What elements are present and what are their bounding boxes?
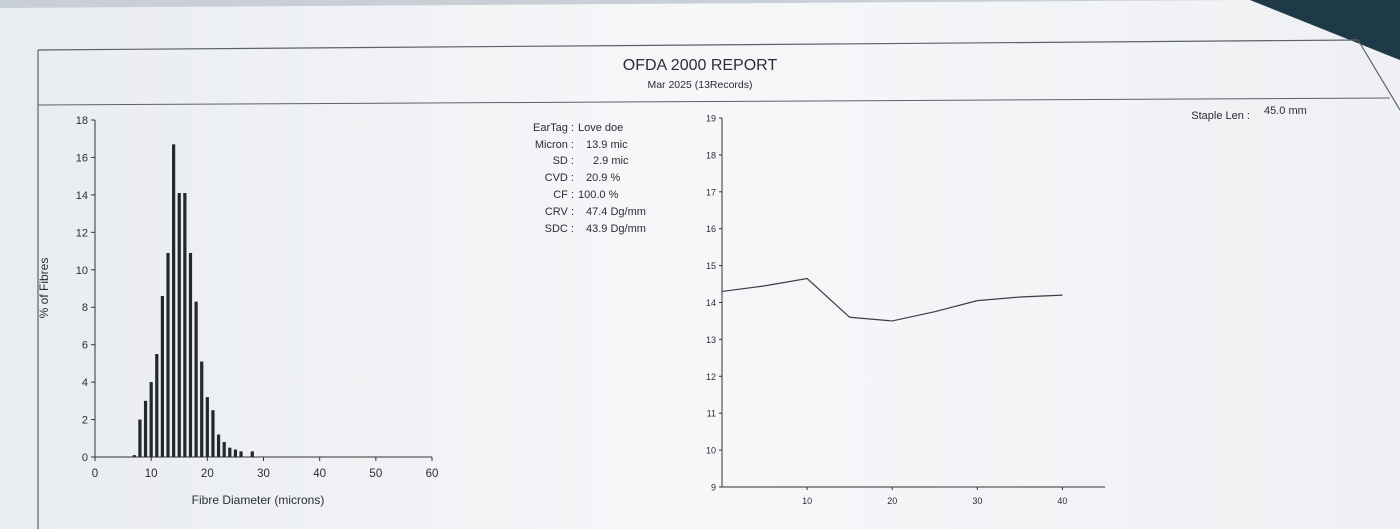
- stat-label: SDC :: [545, 223, 574, 235]
- histogram-y-tick-label: 6: [82, 340, 88, 352]
- histogram-y-tick-label: 14: [76, 190, 88, 202]
- report-title: OFDA 2000 REPORT: [623, 57, 778, 74]
- stat-row: CRV : 47.4 Dg/mm: [545, 206, 646, 218]
- histogram-y-tick-label: 16: [76, 152, 88, 164]
- histogram-bar: [143, 400, 148, 457]
- histogram-y-tick-label: 10: [76, 265, 88, 277]
- report-subtitle: Mar 2025 (13Records): [647, 79, 752, 91]
- profile-y-tick-label: 16: [706, 224, 716, 234]
- histogram-bar: [160, 295, 164, 457]
- stat-row: EarTag : Love doe: [533, 122, 623, 134]
- profile-series-line: [721, 277, 1063, 322]
- histogram-y-tick-label: 0: [82, 452, 88, 464]
- histogram-bar: [172, 144, 176, 458]
- stat-row: CF : 100.0 %: [553, 189, 618, 201]
- histogram-x-tick-label: 60: [426, 468, 439, 480]
- stat-row: SDC : 43.9 Dg/mm: [545, 223, 646, 235]
- stat-value: 13.9 mic: [586, 139, 628, 151]
- histogram-bar: [200, 361, 204, 457]
- histogram-bar: [239, 451, 243, 457]
- profile-x-tick-label: 10: [802, 496, 812, 506]
- histogram-y-tick-label: 4: [82, 377, 88, 389]
- histogram-y-axis-label: % of Fibres: [37, 258, 51, 319]
- report-frame-right: [1357, 39, 1400, 111]
- histogram-bar: [138, 419, 142, 457]
- histogram-bar: [211, 410, 215, 457]
- stat-label: SD :: [553, 155, 574, 167]
- profile-y-tick-label: 18: [706, 150, 716, 160]
- histogram-bar: [233, 449, 238, 457]
- stat-row: SD : 2.9 mic: [553, 155, 629, 167]
- profile-y-tick-label: 13: [706, 335, 716, 345]
- histogram-y-tick-label: 18: [76, 115, 88, 127]
- stat-label: CRV :: [545, 206, 574, 218]
- profile-y-tick-label: 9: [711, 483, 716, 493]
- histogram-y-tick-label: 8: [82, 302, 88, 314]
- histogram-y-tick-label: 2: [82, 415, 88, 427]
- dark-corner: [1250, 0, 1400, 60]
- stat-value: 2.9 mic: [593, 155, 629, 167]
- staple-length: Staple Len : 45.0 mm: [1191, 105, 1307, 122]
- stat-label: Micron :: [535, 139, 574, 151]
- histogram-bar: [188, 252, 193, 457]
- profile-y-tick-label: 14: [706, 298, 716, 308]
- histogram-bar: [216, 434, 221, 457]
- histogram-x-axis-label: Fibre Diameter (microns): [192, 493, 325, 507]
- profile-y-tick-label: 15: [706, 261, 716, 271]
- stat-label: CF :: [553, 189, 574, 201]
- stat-row: Micron : 13.9 mic: [535, 139, 628, 151]
- profile-y-tick-label: 17: [706, 187, 716, 197]
- stat-row: CVD : 20.9 %: [545, 172, 621, 184]
- stat-value: 43.9 Dg/mm: [586, 223, 646, 235]
- profile-y-tick-label: 19: [706, 114, 716, 124]
- diameter-profile-chart: 9 10 11 12 13 14 15 16 17 18 19 10 20 30 40: [706, 114, 1105, 506]
- histogram-x-tick-label: 20: [201, 468, 214, 480]
- histogram-x-tick-label: 10: [145, 468, 158, 480]
- histogram-bar: [132, 455, 136, 457]
- histogram-bar: [155, 354, 159, 457]
- profile-x-tick-label: 30: [972, 496, 982, 506]
- profile-y-tick-label: 12: [706, 372, 716, 382]
- profile-y-tick-label: 10: [706, 446, 716, 456]
- profile-x-tick-label: 20: [887, 496, 897, 506]
- histogram-bar: [250, 451, 254, 457]
- histogram-x-tick-label: 30: [257, 468, 270, 480]
- stat-value: Love doe: [578, 122, 623, 134]
- stat-value: 47.4 Dg/mm: [586, 206, 646, 218]
- histogram-bar: [177, 193, 181, 457]
- statistics-block: EarTag : Love doe Micron : 13.9 mic SD :…: [533, 122, 646, 235]
- profile-y-tick-label: 11: [707, 409, 716, 419]
- histogram-x-tick-label: 0: [92, 468, 98, 480]
- stat-value: 20.9 %: [586, 172, 620, 184]
- report-frame-top: [37, 39, 1359, 51]
- profile-x-tick-label: 40: [1057, 496, 1067, 506]
- histogram-bar: [205, 397, 209, 457]
- report-header-divider: [37, 97, 1391, 106]
- stat-label: CVD :: [545, 172, 574, 184]
- histogram-bar: [149, 382, 153, 457]
- fibre-diameter-histogram: % of Fibres Fibre Diameter (microns) 0 2 4…: [37, 115, 438, 507]
- stat-label: EarTag :: [533, 122, 574, 134]
- staple-length-label: Staple Len :: [1191, 110, 1250, 122]
- staple-length-value: 45.0 mm: [1264, 105, 1307, 117]
- histogram-bar: [194, 301, 198, 457]
- histogram-bar: [228, 447, 232, 457]
- histogram-x-tick-label: 50: [369, 468, 382, 480]
- histogram-x-tick-label: 40: [313, 468, 326, 480]
- histogram-bar: [222, 442, 226, 457]
- histogram-y-tick-label: 12: [76, 227, 88, 239]
- histogram-bar: [166, 252, 170, 457]
- stat-value: 100.0 %: [578, 189, 619, 201]
- histogram-bar: [183, 193, 187, 457]
